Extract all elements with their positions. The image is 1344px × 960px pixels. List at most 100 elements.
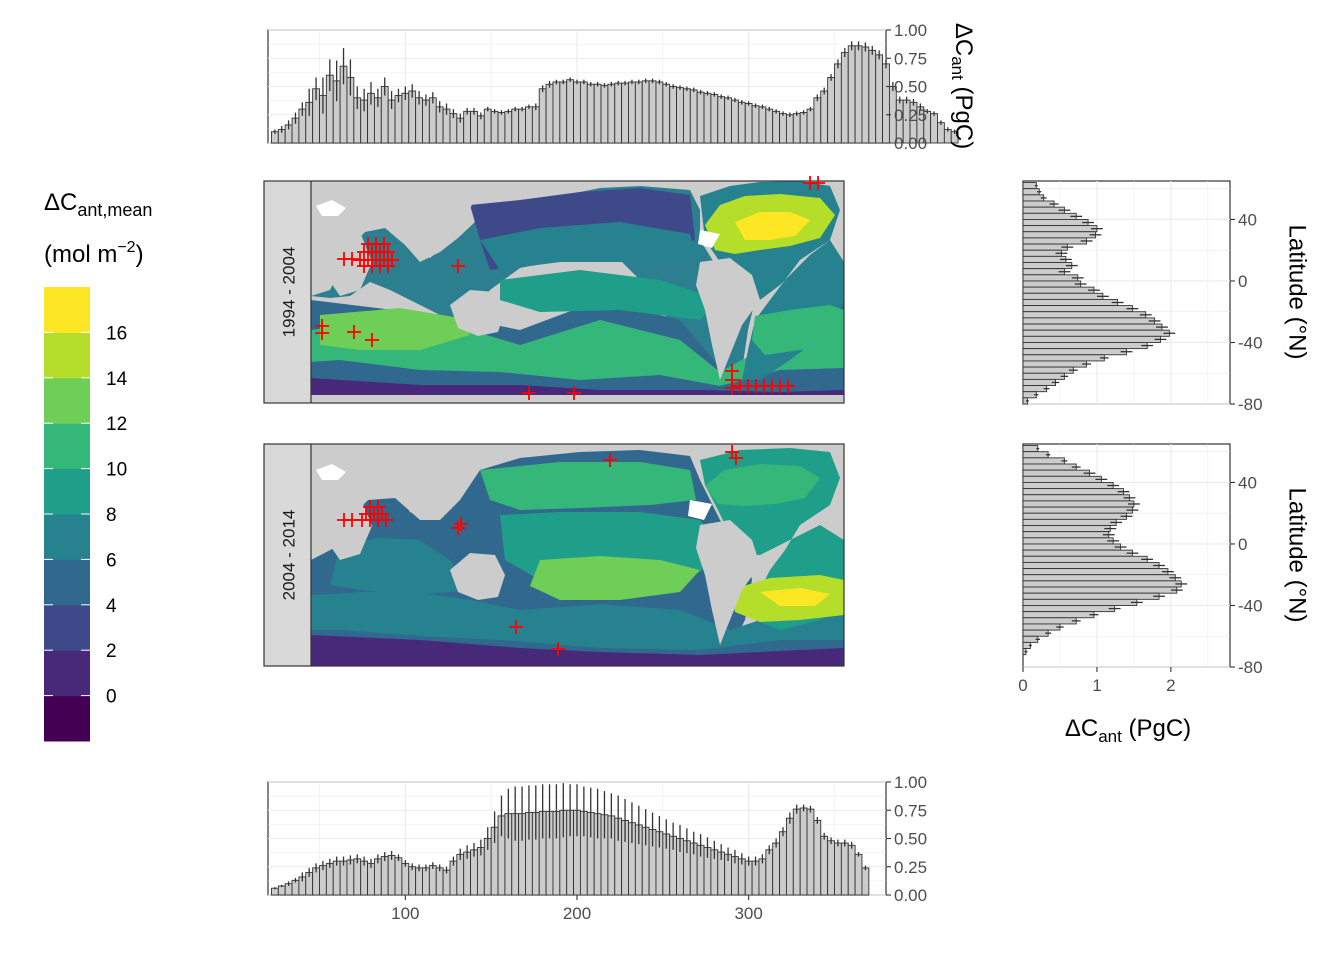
bottom-histogram-bar [806,808,815,896]
lat-histogram-1-bar [1022,323,1163,331]
top-histogram-bar [593,83,602,144]
lat-histogram-2-x-tick-label: 0 [1018,676,1027,695]
top-histogram-bar [834,63,842,144]
top-histogram-bar [758,106,767,144]
lat-histogram-2-bar [1022,617,1077,625]
legend-color-swatch [44,604,90,651]
legend-tick-label: 14 [106,369,128,390]
bottom-histogram-y-tick-label: 1.00 [894,773,927,792]
map-2004-2014: 2004 - 2014 [263,443,845,667]
map-1-strip [264,181,311,403]
legend-tick-label: 0 [106,687,117,708]
top-histogram: 0.00 0.25 0.50 0.75 1.00 ΔCant (PgC) [267,21,977,153]
bottom-histogram-x-ticks: 100 200 300 [391,895,763,923]
top-histogram-bar [937,122,945,144]
legend-color-swatch [44,514,90,560]
lat-histogram-2-bar [1022,568,1169,576]
bottom-histogram-bar [792,808,801,896]
top-histogram-bar [422,99,430,144]
lat-histogram-1-bar [1022,286,1095,294]
legend-tick-label: 12 [106,414,127,435]
top-histogram-bar [621,82,629,144]
top-histogram-bar [559,81,568,144]
lat-histogram-1-y-tick-label: 40 [1238,210,1257,229]
top-histogram-bar [785,114,794,144]
top-histogram-bar [731,99,739,144]
lat-histogram-2-bar [1022,469,1090,477]
top-histogram-bar [511,108,520,144]
lat-histogram-1-bar [1022,292,1104,300]
legend-color-swatch [44,559,90,606]
map-2-missing-2 [688,500,712,520]
bottom-histogram-bars [270,783,870,896]
lat-histogram-1-bar [1022,212,1077,220]
legend-tick-label: 10 [106,460,127,481]
top-histogram-bar [813,97,822,144]
lat-histogram-1-bar [1022,182,1037,190]
top-histogram-y-axis-title: ΔCant (PgC) [948,23,977,149]
top-histogram-bar [662,83,671,144]
legend-tick-label: 2 [106,641,117,662]
lat-histogram-2-x-ticks: 0 1 2 [1018,667,1176,695]
map-1-antarctica [311,395,844,403]
lat-histogram-2-bar [1022,445,1039,453]
map-1994-2004: 1994 - 2004 [263,176,845,404]
lat-histogram-2-bar [1022,611,1095,619]
top-histogram-bar [710,93,719,144]
legend-color-swatch [44,377,90,424]
lat-histogram-2: -80 -40 0 40 0 1 2 Latitude (°N) ΔCant (PgC) [1018,443,1311,746]
colorbar-legend: ΔCant,mean (mol m−2) 0 2 4 6 8 10 12 14 16 [44,189,152,742]
bottom-histogram-bar [744,860,753,896]
top-histogram-bar [696,91,705,144]
map-1-markers [315,176,825,400]
top-histogram-bar [490,110,499,144]
lat-histogram-2-bar [1022,463,1077,471]
bottom-histogram-bar [353,858,362,896]
map-2-south-band [311,590,844,650]
bottom-histogram-y-ticks: 0.00 0.25 0.50 0.75 1.00 [886,773,927,905]
top-histogram-y-tick-label: 0.25 [894,106,927,125]
bottom-histogram-bar [834,842,842,896]
bottom-histogram-bar [442,869,451,896]
map-1-tropical-pacific [500,270,720,320]
lat-histogram-1-bar [1022,335,1161,343]
map-2-south-america [696,520,760,645]
bottom-histogram-bar [277,885,286,896]
legend-color-swatch [44,423,90,470]
top-histogram-y-ticks: 0.00 0.25 0.50 0.75 1.00 [886,21,927,153]
bottom-histogram-bar [772,842,781,896]
lat-histogram-2-bar [1022,525,1111,533]
lat-histogram-1-bar [1022,385,1048,393]
map-2-indian [330,538,470,595]
lat-histogram-1-y-tick-label: -40 [1238,333,1263,352]
bottom-histogram-x-tick-label: 300 [734,904,762,923]
lat-histogram-1-bar [1022,372,1065,380]
bottom-histogram-bar [847,844,856,896]
top-histogram-bar [669,86,678,144]
top-histogram-bar [641,80,650,144]
legend-tick-label: 16 [106,323,127,344]
top-histogram-bar [552,81,561,144]
lat-histogram-1-bar [1022,342,1148,350]
top-histogram-bar [531,106,540,144]
legend-tick-label: 8 [106,505,117,526]
top-histogram-bar [724,97,732,144]
map-2-australia [450,553,505,600]
top-histogram-bar [566,79,575,144]
lat-histogram-1-bar [1022,354,1105,362]
lat-histogram-2-y-tick-label: -40 [1238,596,1263,615]
bottom-histogram: 0.00 0.25 0.50 0.75 1.00 100 200 300 [267,773,927,923]
bottom-histogram-bar [380,856,389,896]
lat-histogram-2-bar [1022,518,1117,526]
map-1-asia [380,181,480,258]
top-histogram-bar [401,92,410,144]
legend-labels: 0 2 4 6 8 10 12 14 16 [44,323,128,708]
top-histogram-bar [497,112,506,144]
bottom-histogram-bar [799,807,808,896]
lat-histogram-2-x-axis-title: ΔCant (PgC) [1065,715,1191,746]
legend-color-swatch [44,332,90,379]
map-2-pacific-bright [530,556,700,600]
top-histogram-bars [270,41,959,144]
top-histogram-bar [840,52,849,144]
